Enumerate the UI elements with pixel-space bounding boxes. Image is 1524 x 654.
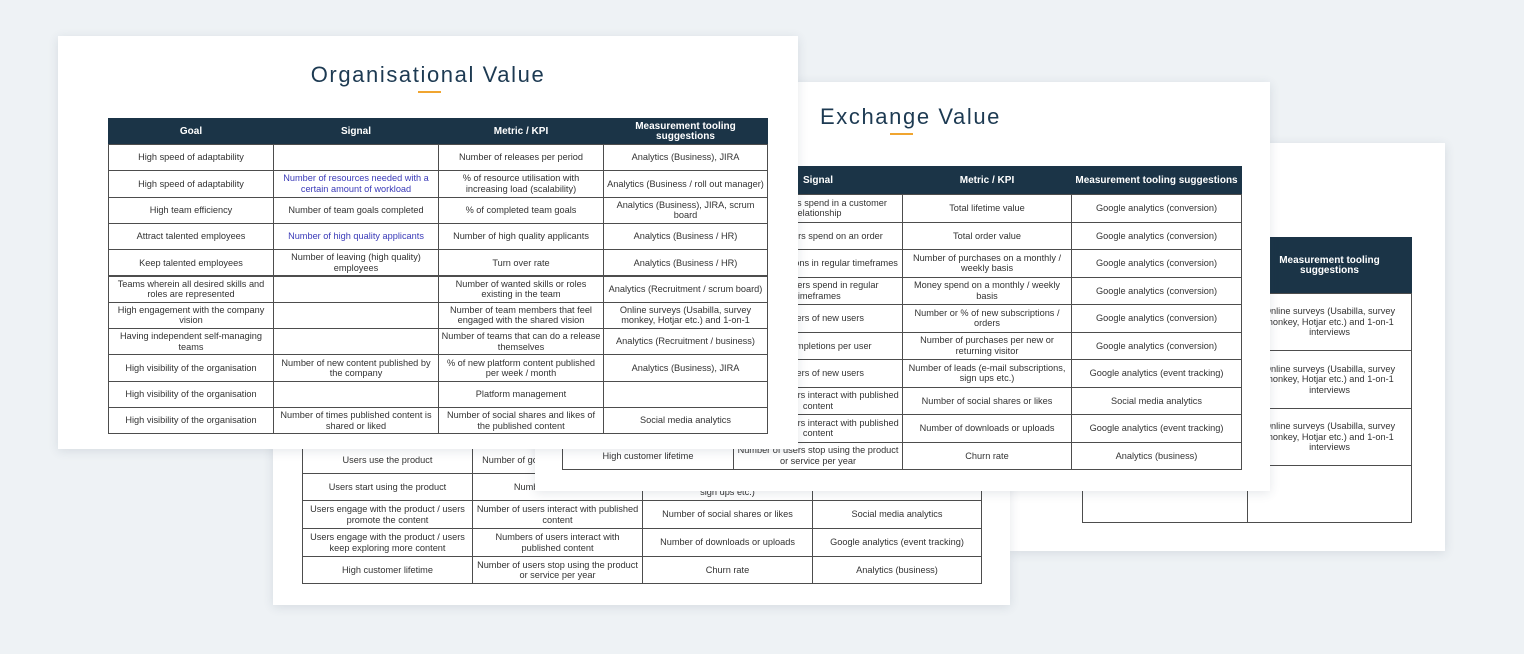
table-cell: Analytics (Business / HR) xyxy=(603,222,768,251)
table-cell: Online surveys (Usabilla, survey monkey,… xyxy=(603,301,768,330)
table-header-cell: Measurement tooling suggestions xyxy=(1247,237,1412,294)
table-cell: % of resource utilisation with increasin… xyxy=(438,170,604,198)
table-cell: Social media analytics xyxy=(1071,386,1242,415)
table-header-cell: Measurement tooling suggestions xyxy=(603,118,768,145)
table-cell: Social media analytics xyxy=(603,407,768,435)
table-header-cell: Goal xyxy=(108,118,274,145)
table-cell: Attract talented employees xyxy=(108,222,274,251)
table-cell: Number of leaving (high quality) employe… xyxy=(273,249,439,277)
table-cell: Google analytics (conversion) xyxy=(1071,221,1242,250)
table-cell: Google analytics (event tracking) xyxy=(1071,359,1242,388)
table-cell: Social media analytics xyxy=(812,500,982,529)
table-cell: Analytics (Business), JIRA xyxy=(603,354,768,382)
table-cell: Analytics (Recruitment / business) xyxy=(603,328,768,356)
table-cell: Online surveys (Usabilla, survey monkey,… xyxy=(1247,293,1412,351)
table-cell: Users start using the product xyxy=(302,473,473,501)
table-cell: Analytics (business) xyxy=(1071,441,1242,470)
table-cell: Analytics (Business / roll out manager) xyxy=(603,170,768,198)
table-cell: Users use the product xyxy=(302,447,473,474)
table-cell: Number of releases per period xyxy=(438,144,604,172)
table-cell xyxy=(1247,465,1412,523)
table-cell: Number of downloads or uploads xyxy=(642,528,813,557)
table-cell: High customer lifetime xyxy=(302,556,473,584)
table-cell: Number of team members that feel engaged… xyxy=(438,301,604,330)
table-cell: Analytics (Business), JIRA xyxy=(603,144,768,172)
table-cell: Google analytics (conversion) xyxy=(1071,331,1242,360)
table-cell: Number of teams that can do a release th… xyxy=(438,328,604,356)
table-header-cell: Signal xyxy=(273,118,439,145)
org-card: Organisational Value Goal Signal Metric / … xyxy=(58,36,798,449)
table-cell: Users engage with the product / users pr… xyxy=(302,500,473,529)
table-cell: Number of times published content is sha… xyxy=(273,407,439,435)
table-cell: Number of resources needed with a certai… xyxy=(273,170,439,198)
table-cell: Number of team goals completed xyxy=(273,196,439,224)
table-cell xyxy=(273,144,439,172)
table-cell: Turn over rate xyxy=(438,249,604,277)
table-cell: Having independent self-managing teams xyxy=(108,328,274,356)
table-cell: Total order value xyxy=(902,221,1072,250)
table-cell xyxy=(273,328,439,356)
table-cell: Number of social shares or likes xyxy=(902,386,1072,415)
table-cell: Total lifetime value xyxy=(902,194,1072,223)
table-cell: High engagement with the company vision xyxy=(108,301,274,330)
table-cell xyxy=(273,380,439,408)
table-cell: Users engage with the product / users ke… xyxy=(302,528,473,557)
table-header-cell: Metric / KPI xyxy=(438,118,604,145)
table-cell: Analytics (Business), JIRA, scrum board xyxy=(603,196,768,224)
table-cell: Number of downloads or uploads xyxy=(902,414,1072,443)
card-title: Organisational Value xyxy=(310,62,546,87)
table-cell: Numbers of users interact with published… xyxy=(472,528,643,557)
table-cell: Churn rate xyxy=(902,441,1072,470)
table-cell: Number or % of new subscriptions / order… xyxy=(902,304,1072,333)
table-cell: Analytics (business) xyxy=(812,556,982,584)
table-cell: Google analytics (conversion) xyxy=(1071,194,1242,223)
table-cell: Google analytics (conversion) xyxy=(1071,276,1242,305)
table-cell: Number of social shares or likes xyxy=(642,500,813,529)
table-cell: % of new platform content published per … xyxy=(438,354,604,382)
table-cell: Platform management xyxy=(438,380,604,408)
table-cell: High speed of adaptability xyxy=(108,144,274,172)
card-title: Exchange Value xyxy=(820,104,1001,129)
table-cell: High visibility of the organisation xyxy=(108,380,274,408)
table-cell: Analytics (Recruitment / scrum board) xyxy=(603,275,768,303)
table-cell: Analytics (Business / HR) xyxy=(603,249,768,277)
table-cell: High speed of adaptability xyxy=(108,170,274,198)
table-cell: Number of purchases per new or returning… xyxy=(902,331,1072,360)
table-cell xyxy=(603,380,768,408)
table-cell: Churn rate xyxy=(642,556,813,584)
table-cell: High team efficiency xyxy=(108,196,274,224)
table-cell: % of completed team goals xyxy=(438,196,604,224)
table-header-cell: Metric / KPI xyxy=(902,166,1072,195)
table-cell: High visibility of the organisation xyxy=(108,407,274,435)
table-cell xyxy=(273,301,439,330)
title-underline xyxy=(890,133,913,135)
title-underline xyxy=(418,91,441,93)
table-cell: Google analytics (conversion) xyxy=(1071,304,1242,333)
table-cell: High visibility of the organisation xyxy=(108,354,274,382)
table-cell: Google analytics (conversion) xyxy=(1071,249,1242,278)
table-cell: Online surveys (Usabilla, survey monkey,… xyxy=(1247,350,1412,409)
table-cell: Number of purchases on a monthly / weekl… xyxy=(902,249,1072,278)
table-cell: Keep talented employees xyxy=(108,249,274,277)
table-cell: Number of social shares and likes of the… xyxy=(438,407,604,435)
table-cell: Number of wanted skills or roles existin… xyxy=(438,275,604,303)
table-cell: Online surveys (Usabilla, survey monkey,… xyxy=(1247,408,1412,466)
table-cell: Google analytics (event tracking) xyxy=(1071,414,1242,443)
table-cell: Number of new content published by the c… xyxy=(273,354,439,382)
table-cell: Number of users stop using the product o… xyxy=(472,556,643,584)
table-cell: Number of leads (e-mail subscriptions, s… xyxy=(902,359,1072,388)
table-cell: Money spend on a monthly / weekly basis xyxy=(902,276,1072,305)
table-cell xyxy=(273,275,439,303)
table-cell: Number of high quality applicants xyxy=(273,222,439,251)
table-cell: Number of high quality applicants xyxy=(438,222,604,251)
table-cell: Number of users interact with published … xyxy=(472,500,643,529)
table-header-cell: Measurement tooling suggestions xyxy=(1071,166,1242,195)
table-cell: Google analytics (event tracking) xyxy=(812,528,982,557)
table-cell: Teams wherein all desired skills and rol… xyxy=(108,275,274,303)
